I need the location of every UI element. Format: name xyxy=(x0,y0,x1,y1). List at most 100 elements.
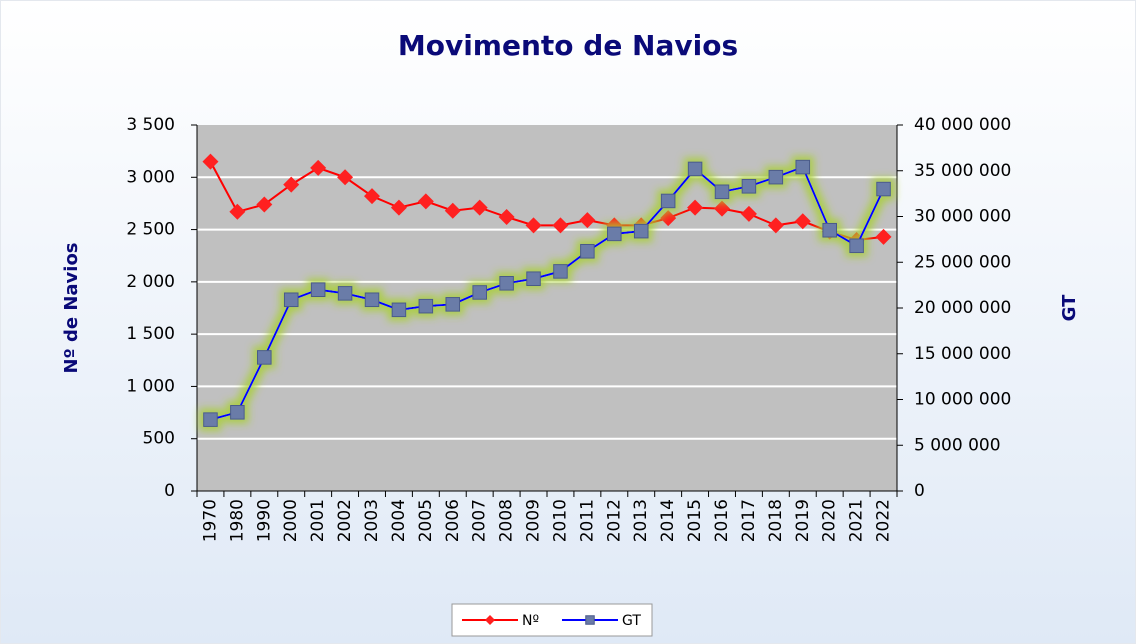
marker xyxy=(445,297,461,312)
marker xyxy=(283,292,299,308)
x-tick-label: 1980 xyxy=(227,499,247,542)
y-tick-label: 2 000 xyxy=(126,272,175,292)
marker xyxy=(687,161,703,177)
marker xyxy=(471,199,488,216)
x-tick-label: 2019 xyxy=(793,499,813,542)
marker xyxy=(498,209,515,226)
marker xyxy=(875,228,892,245)
marker xyxy=(768,169,784,185)
x-tick-label: 2010 xyxy=(550,499,570,542)
x-tick-label: 2009 xyxy=(524,499,544,542)
y2-axis-label: GT xyxy=(1059,294,1080,321)
marker xyxy=(822,222,837,238)
y-tick-label: 3 500 xyxy=(126,115,175,135)
x-tick-label: 2021 xyxy=(847,499,867,542)
y2-tick-label: 15 000 000 xyxy=(914,344,1011,364)
marker xyxy=(229,203,246,220)
x-tick-label: 2020 xyxy=(820,499,840,542)
marker xyxy=(876,181,891,197)
x-tick-label: 2002 xyxy=(335,499,355,542)
marker xyxy=(525,217,542,234)
marker xyxy=(660,193,676,209)
y2-tick-label: 40 000 000 xyxy=(914,115,1011,135)
marker xyxy=(740,205,757,222)
y-tick-label: 0 xyxy=(164,481,175,501)
marker xyxy=(714,184,730,200)
marker xyxy=(485,615,495,625)
marker xyxy=(283,176,300,193)
marker xyxy=(417,193,434,210)
legend: Nº GT xyxy=(451,603,653,637)
marker xyxy=(687,199,704,216)
y2-tick-label: 10 000 000 xyxy=(914,390,1011,410)
x-tick-label: 2011 xyxy=(577,499,597,542)
marker xyxy=(337,286,353,301)
marker xyxy=(472,285,487,300)
marker xyxy=(337,169,354,186)
marker xyxy=(741,179,757,194)
marker xyxy=(364,188,380,205)
y2-tick-label: 25 000 000 xyxy=(914,252,1011,272)
x-tick-label: 2008 xyxy=(497,499,517,542)
x-tick-label: 2014 xyxy=(658,499,678,542)
y2-tick-label: 5 000 000 xyxy=(914,435,1001,455)
marker xyxy=(767,217,784,234)
marker xyxy=(552,217,569,234)
y-tick-label: 1 000 xyxy=(126,376,175,396)
marker xyxy=(795,159,811,175)
y2-tick-label: 30 000 000 xyxy=(914,207,1011,227)
marker xyxy=(553,264,568,279)
x-tick-label: 2006 xyxy=(443,499,463,542)
x-tick-label: 2005 xyxy=(416,499,436,542)
marker xyxy=(310,159,327,176)
marker xyxy=(310,282,326,297)
legend-label: GT xyxy=(622,613,641,629)
y-tick-label: 1 500 xyxy=(126,324,175,344)
y-tick-label: 2 500 xyxy=(126,220,175,240)
legend-label: Nº xyxy=(522,613,539,629)
y2-tick-label: 0 xyxy=(914,481,925,501)
x-tick-label: 2017 xyxy=(739,499,759,542)
marker xyxy=(444,202,461,219)
marker xyxy=(203,412,218,427)
x-tick-label: 2000 xyxy=(281,499,301,542)
x-tick-label: 2015 xyxy=(685,499,705,542)
x-tick-label: 2012 xyxy=(604,499,624,542)
x-tick-label: 2013 xyxy=(631,499,651,542)
marker xyxy=(418,298,434,314)
marker xyxy=(230,405,245,420)
x-tick-label: 2018 xyxy=(766,499,786,542)
marker xyxy=(660,210,677,227)
marker xyxy=(499,275,514,291)
x-tick-label: 2003 xyxy=(362,499,382,542)
y2-tick-label: 20 000 000 xyxy=(914,298,1011,318)
marker xyxy=(526,271,541,287)
marker xyxy=(390,199,407,216)
y2-tick-label: 35 000 000 xyxy=(914,161,1011,181)
x-tick-label: 2007 xyxy=(470,499,490,542)
marker xyxy=(585,615,595,625)
marker xyxy=(714,200,730,217)
x-tick-label: 1970 xyxy=(200,499,220,542)
marker xyxy=(579,212,596,229)
marker xyxy=(256,196,273,213)
x-tick-label: 2022 xyxy=(874,499,894,542)
x-tick-label: 2016 xyxy=(712,499,732,542)
y-axis-label: Nº de Navios xyxy=(61,242,82,373)
marker xyxy=(391,302,407,318)
x-tick-label: 1990 xyxy=(254,499,274,542)
marker xyxy=(794,213,811,230)
marker xyxy=(364,292,380,308)
plot-area xyxy=(197,125,897,491)
y-tick-label: 500 xyxy=(143,429,175,449)
marker xyxy=(580,243,595,259)
y-tick-label: 3 000 xyxy=(126,167,175,187)
x-tick-label: 2001 xyxy=(308,499,328,542)
x-tick-label: 2004 xyxy=(389,499,409,542)
chart-title: Movimento de Navios xyxy=(398,29,738,62)
marker xyxy=(607,226,622,242)
marker xyxy=(257,350,272,365)
marker xyxy=(849,238,864,254)
series xyxy=(202,153,892,249)
